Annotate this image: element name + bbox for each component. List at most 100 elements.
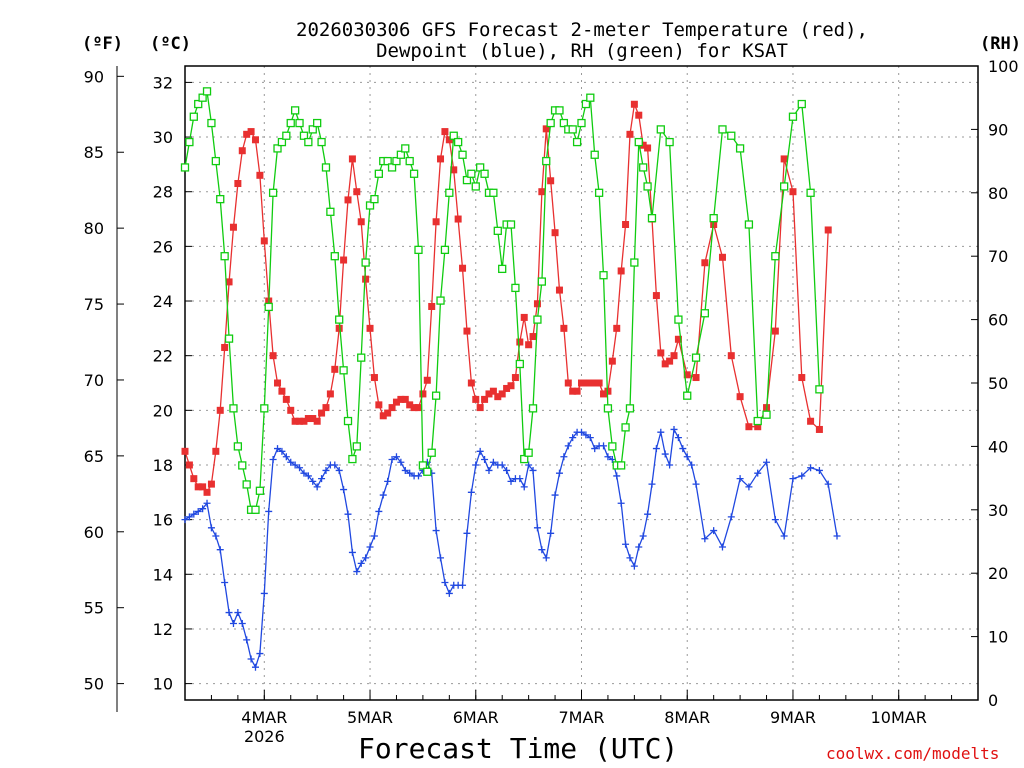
dewpoint-point <box>529 466 537 474</box>
dewpoint-point <box>225 609 233 617</box>
temperature-point <box>815 425 823 433</box>
temperature-point <box>282 395 290 403</box>
temperature-point <box>304 415 312 423</box>
relative-humidity-point <box>797 99 806 109</box>
dewpoint-point <box>555 469 563 477</box>
rh-tick-label: 10 <box>988 628 1008 647</box>
relative-humidity-point <box>352 442 361 451</box>
relative-humidity-point <box>771 252 780 261</box>
dewpoint-point <box>274 445 282 453</box>
temperature-point <box>463 327 471 335</box>
relative-humidity-point <box>780 182 789 191</box>
chart-title-line-1: 2026030306 GFS Forecast 2-meter Temperat… <box>296 19 868 41</box>
dewpoint-point <box>807 464 815 472</box>
dewpoint-point <box>432 527 440 535</box>
dewpoint-point <box>727 513 735 521</box>
relative-humidity-point <box>788 112 798 121</box>
temperature-point <box>260 237 268 245</box>
dewpoint-point <box>238 619 246 627</box>
fahrenheit-tick-label: 85 <box>84 143 104 162</box>
dewpoint-point <box>216 546 224 554</box>
dewpoint-point <box>414 472 422 480</box>
fahrenheit-tick-label: 70 <box>84 371 104 390</box>
dewpoint-point <box>247 655 255 663</box>
dewpoint-point <box>670 425 678 433</box>
temperature-point <box>547 177 555 185</box>
temperature-point <box>670 352 678 360</box>
dewpoint-point <box>542 554 550 562</box>
dewpoint-point <box>282 453 290 461</box>
dewpoint-point <box>291 461 299 469</box>
relative-humidity-point <box>506 220 516 229</box>
temperature-point <box>274 379 282 387</box>
fahrenheit-tick-label: 55 <box>84 599 104 618</box>
rh-tick-label: 90 <box>988 120 1008 139</box>
relative-humidity-point <box>361 258 370 267</box>
dewpoint-point <box>370 532 378 540</box>
relative-humidity-point <box>683 391 692 400</box>
temperature-point <box>384 409 392 417</box>
dewpoint-point <box>815 466 823 474</box>
temperature-point <box>296 417 304 425</box>
relative-humidity-point <box>625 404 635 413</box>
relative-humidity-point <box>365 201 375 210</box>
dewpoint-point <box>331 461 339 469</box>
temperature-point <box>807 417 815 425</box>
temperature-point <box>674 335 682 343</box>
relative-humidity-point <box>700 309 710 318</box>
dewpoint-point <box>287 458 295 466</box>
dewpoint-point <box>472 461 480 469</box>
dewpoint-point <box>622 540 630 548</box>
dewpoint-point <box>538 546 546 554</box>
relative-humidity-point <box>308 125 317 134</box>
temperature-point <box>666 357 674 365</box>
relative-humidity-point <box>370 194 379 204</box>
relative-humidity-point <box>405 156 414 166</box>
relative-humidity-point <box>242 480 251 489</box>
temperature-point <box>560 324 568 332</box>
relative-humidity-point <box>537 277 546 286</box>
relative-humidity-point <box>321 163 331 172</box>
temperature-point <box>406 401 414 409</box>
temperature-point <box>525 341 533 349</box>
temperature-point <box>736 393 744 401</box>
relative-humidity-point <box>555 106 564 115</box>
dewpoint-point <box>401 466 409 474</box>
relative-humidity-point <box>273 144 282 153</box>
relative-humidity-point <box>524 448 533 457</box>
temperature-point <box>366 324 374 332</box>
relative-humidity-point <box>511 283 520 293</box>
celsius-tick-label: 26 <box>153 237 173 256</box>
fahrenheit-tick-label: 65 <box>84 447 104 466</box>
relative-humidity-point <box>418 461 428 470</box>
temperature-point <box>467 379 475 387</box>
temperature-point <box>414 404 422 412</box>
dewpoint-point <box>547 529 555 537</box>
temperature-point <box>454 215 462 223</box>
relative-humidity-point <box>744 220 754 229</box>
dewpoint-point <box>533 524 541 532</box>
dewpoint-point <box>441 578 449 586</box>
dewpoint-point <box>269 456 277 464</box>
relative-humidity-point <box>282 131 291 140</box>
relative-humidity-point <box>586 93 595 102</box>
dewpoint-point <box>366 543 374 551</box>
dewpoint-point <box>763 458 771 466</box>
temperature-point <box>326 390 334 398</box>
dewpoint-point <box>357 559 365 567</box>
temperature-point <box>538 188 546 196</box>
temperature-point <box>392 398 400 406</box>
relative-humidity-point <box>202 87 212 96</box>
temperature-point <box>238 147 246 155</box>
temperature-point <box>569 387 577 395</box>
rh-tick-label: 70 <box>988 247 1008 266</box>
relative-humidity-point <box>374 169 383 178</box>
dewpoint-point <box>617 499 625 507</box>
dewpoint-point <box>335 466 343 474</box>
dewpoint-point <box>635 543 643 551</box>
temperature-point <box>441 128 449 136</box>
dewpoint-point <box>648 480 656 488</box>
temperature-point <box>185 461 193 469</box>
axis-layer: 50 55 60 65 70 75 80 85 90 10 12 14 16 18 20 22 24 26 28 30… <box>84 57 1019 746</box>
